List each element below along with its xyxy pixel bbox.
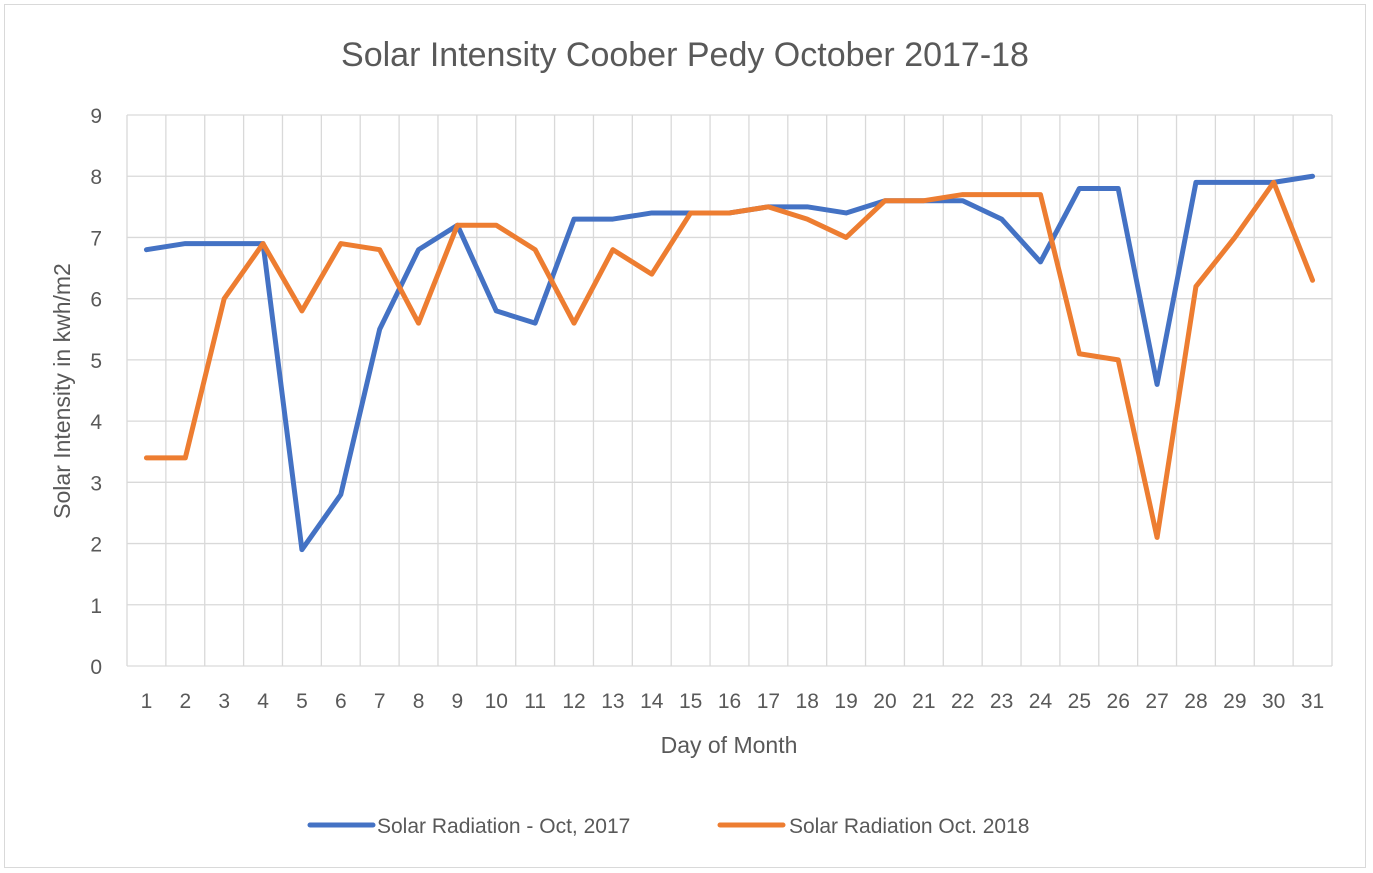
x-tick-label: 26: [1107, 690, 1130, 713]
y-tick-label: 0: [90, 656, 102, 679]
x-tick-label: 27: [1145, 690, 1168, 713]
x-tick-label: 24: [1029, 690, 1053, 713]
x-tick-label: 10: [485, 690, 508, 713]
legend-label-1: Solar Radiation - Oct, 2017: [377, 815, 630, 838]
x-axis-label: Day of Month: [661, 732, 798, 758]
chart-frame: [4, 4, 1366, 868]
y-tick-label: 6: [90, 289, 102, 312]
x-tick-label: 20: [873, 690, 896, 713]
y-tick-label: 5: [90, 350, 102, 373]
y-tick-label: 4: [90, 411, 102, 434]
y-tick-label: 1: [90, 595, 102, 618]
y-tick-label: 7: [90, 227, 102, 250]
x-tick-label: 25: [1068, 690, 1091, 713]
x-tick-label: 16: [718, 690, 741, 713]
y-tick-label: 9: [90, 105, 102, 128]
x-tick-label: 17: [757, 690, 780, 713]
x-tick-label: 2: [179, 690, 191, 713]
x-tick-label: 21: [912, 690, 935, 713]
x-tick-label: 15: [679, 690, 702, 713]
y-tick-label: 3: [90, 472, 102, 495]
chart-title: Solar Intensity Coober Pedy October 2017…: [341, 36, 1029, 74]
series-line-2: [143, 179, 1316, 540]
x-tick-label: 3: [218, 690, 230, 713]
x-tick-label: 4: [257, 690, 269, 713]
y-axis-ticks: 0 1 2 3 4 5 6 7 8 9: [90, 105, 102, 679]
x-tick-label: 9: [452, 690, 464, 713]
x-tick-label: 14: [640, 690, 664, 713]
x-tick-label: 22: [951, 690, 974, 713]
x-tick-label: 8: [413, 690, 425, 713]
x-tick-label: 12: [562, 690, 585, 713]
x-tick-label: 29: [1223, 690, 1246, 713]
x-tick-label: 6: [335, 690, 347, 713]
x-tick-label: 30: [1262, 690, 1285, 713]
x-tick-label: 31: [1301, 690, 1324, 713]
legend: Solar Radiation - Oct, 2017 Solar Radiati…: [307, 815, 1029, 838]
x-tick-label: 28: [1184, 690, 1207, 713]
legend-label-2: Solar Radiation Oct. 2018: [789, 815, 1029, 838]
x-tick-label: 19: [834, 690, 857, 713]
x-tick-label: 23: [990, 690, 1013, 713]
x-axis-ticks: 1 2 3 4 5 6 7 8 9 10 11 12 13 14 15 16 17 18 19 20 21 22 23 24 2…: [141, 690, 1325, 713]
x-tick-label: 18: [796, 690, 819, 713]
y-tick-label: 2: [90, 534, 102, 557]
y-tick-label: 8: [90, 166, 102, 189]
x-tick-label: 7: [374, 690, 386, 713]
x-tick-label: 13: [601, 690, 624, 713]
y-axis-label: Solar Intensity in kwh/m2: [49, 263, 75, 519]
gridlines: [126, 114, 1333, 667]
x-tick-label: 5: [296, 690, 308, 713]
series-lines: [143, 173, 1316, 553]
x-tick-label: 11: [524, 690, 546, 713]
x-tick-label: 1: [141, 690, 153, 713]
